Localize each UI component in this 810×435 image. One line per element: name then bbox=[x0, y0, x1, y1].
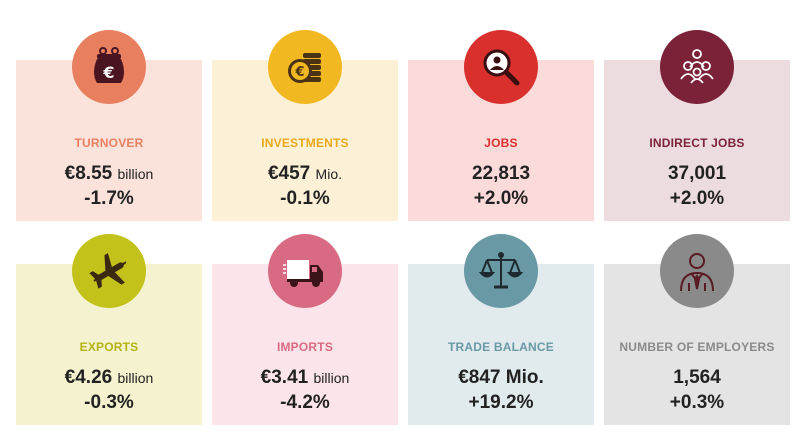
truck-icon bbox=[268, 234, 342, 308]
card-label: INVESTMENTS bbox=[261, 136, 349, 150]
job-search-icon bbox=[464, 30, 538, 104]
card-label: JOBS bbox=[484, 136, 518, 150]
card-value: €8.55 billion bbox=[64, 163, 154, 184]
card-investments: € INVESTMENTS €457 Mio. -0.1% bbox=[212, 30, 398, 221]
card-label: IMPORTS bbox=[276, 340, 334, 354]
card-label: EXPORTS bbox=[79, 340, 139, 354]
card-change: -4.2% bbox=[280, 392, 330, 413]
card-change: -0.1% bbox=[280, 188, 330, 209]
people-network-icon bbox=[660, 30, 734, 104]
card-trade-balance: TRADE BALANCE €847 Mio. +19.2% bbox=[408, 234, 594, 425]
card-value: €3.41 billion bbox=[260, 367, 350, 388]
card-number-of-employers: NUMBER OF EMPLOYERS 1,564 +0.3% bbox=[604, 234, 790, 425]
card-value: 37,001 bbox=[667, 163, 727, 184]
card-change: +0.3% bbox=[669, 392, 725, 413]
svg-text:€: € bbox=[294, 65, 304, 80]
card-imports: IMPORTS €3.41 billion -4.2% bbox=[212, 234, 398, 425]
card-value: 22,813 bbox=[471, 163, 531, 184]
card-value: €457 Mio. bbox=[267, 163, 342, 184]
svg-text:€: € bbox=[102, 63, 114, 82]
card-value: €847 Mio. bbox=[458, 367, 544, 388]
card-value: €4.26 billion bbox=[64, 367, 154, 388]
airplane-icon bbox=[72, 234, 146, 308]
card-value: 1,564 bbox=[673, 367, 721, 388]
card-indirect-jobs: INDIRECT JOBS 37,001 +2.0% bbox=[604, 30, 790, 221]
card-label: INDIRECT JOBS bbox=[649, 136, 745, 150]
card-label: NUMBER OF EMPLOYERS bbox=[619, 340, 775, 354]
businessman-icon bbox=[660, 234, 734, 308]
card-change: +2.0% bbox=[473, 188, 529, 209]
card-jobs: JOBS 22,813 +2.0% bbox=[408, 30, 594, 221]
card-change: -1.7% bbox=[84, 188, 134, 209]
card-exports: EXPORTS €4.26 billion -0.3% bbox=[16, 234, 202, 425]
card-change: -0.3% bbox=[84, 392, 134, 413]
scales-icon bbox=[464, 234, 538, 308]
card-label: TRADE BALANCE bbox=[448, 340, 554, 354]
card-label: TURNOVER bbox=[74, 136, 144, 150]
card-turnover: € TURNOVER €8.55 billion -1.7% bbox=[16, 30, 202, 221]
card-change: +19.2% bbox=[468, 392, 534, 413]
card-change: +2.0% bbox=[669, 188, 725, 209]
euro-purse-icon: € bbox=[72, 30, 146, 104]
coins-icon: € bbox=[268, 30, 342, 104]
